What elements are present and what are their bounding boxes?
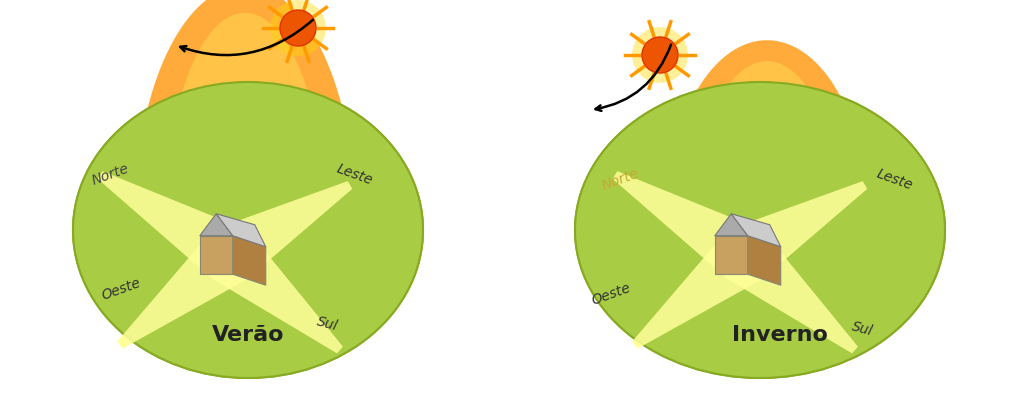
Circle shape xyxy=(642,37,678,73)
Circle shape xyxy=(280,10,316,46)
Ellipse shape xyxy=(575,82,945,378)
Ellipse shape xyxy=(575,82,945,378)
Text: Inverno: Inverno xyxy=(732,325,828,345)
Polygon shape xyxy=(632,232,764,348)
Polygon shape xyxy=(715,236,748,274)
Polygon shape xyxy=(216,214,266,247)
Text: Norte: Norte xyxy=(90,162,131,188)
Polygon shape xyxy=(725,232,858,354)
Polygon shape xyxy=(632,232,764,348)
Circle shape xyxy=(270,0,326,56)
Polygon shape xyxy=(730,181,867,281)
Polygon shape xyxy=(210,232,343,354)
Polygon shape xyxy=(748,236,780,285)
Text: Leste: Leste xyxy=(874,167,915,193)
Ellipse shape xyxy=(73,82,423,378)
Polygon shape xyxy=(730,181,867,281)
Polygon shape xyxy=(97,171,246,280)
Text: Sul: Sul xyxy=(850,319,874,338)
Polygon shape xyxy=(725,232,858,354)
Text: Verão: Verão xyxy=(212,325,285,345)
Polygon shape xyxy=(200,236,232,274)
Polygon shape xyxy=(695,61,839,215)
Polygon shape xyxy=(612,171,761,280)
Text: Leste: Leste xyxy=(335,162,375,188)
Text: Oeste: Oeste xyxy=(100,276,143,303)
Polygon shape xyxy=(215,181,352,281)
Polygon shape xyxy=(210,232,343,354)
Polygon shape xyxy=(667,40,867,215)
Circle shape xyxy=(632,27,688,83)
Text: Oeste: Oeste xyxy=(590,281,633,308)
Polygon shape xyxy=(612,171,761,280)
Polygon shape xyxy=(232,236,266,285)
Polygon shape xyxy=(215,181,352,281)
Text: Sul: Sul xyxy=(315,314,339,333)
Polygon shape xyxy=(715,214,748,236)
Polygon shape xyxy=(200,214,232,236)
Polygon shape xyxy=(117,232,249,348)
Ellipse shape xyxy=(73,82,423,378)
Polygon shape xyxy=(97,171,246,280)
Polygon shape xyxy=(135,0,355,215)
Polygon shape xyxy=(117,232,249,348)
Polygon shape xyxy=(731,214,780,247)
Text: Norte: Norte xyxy=(600,167,641,193)
Polygon shape xyxy=(166,13,325,215)
